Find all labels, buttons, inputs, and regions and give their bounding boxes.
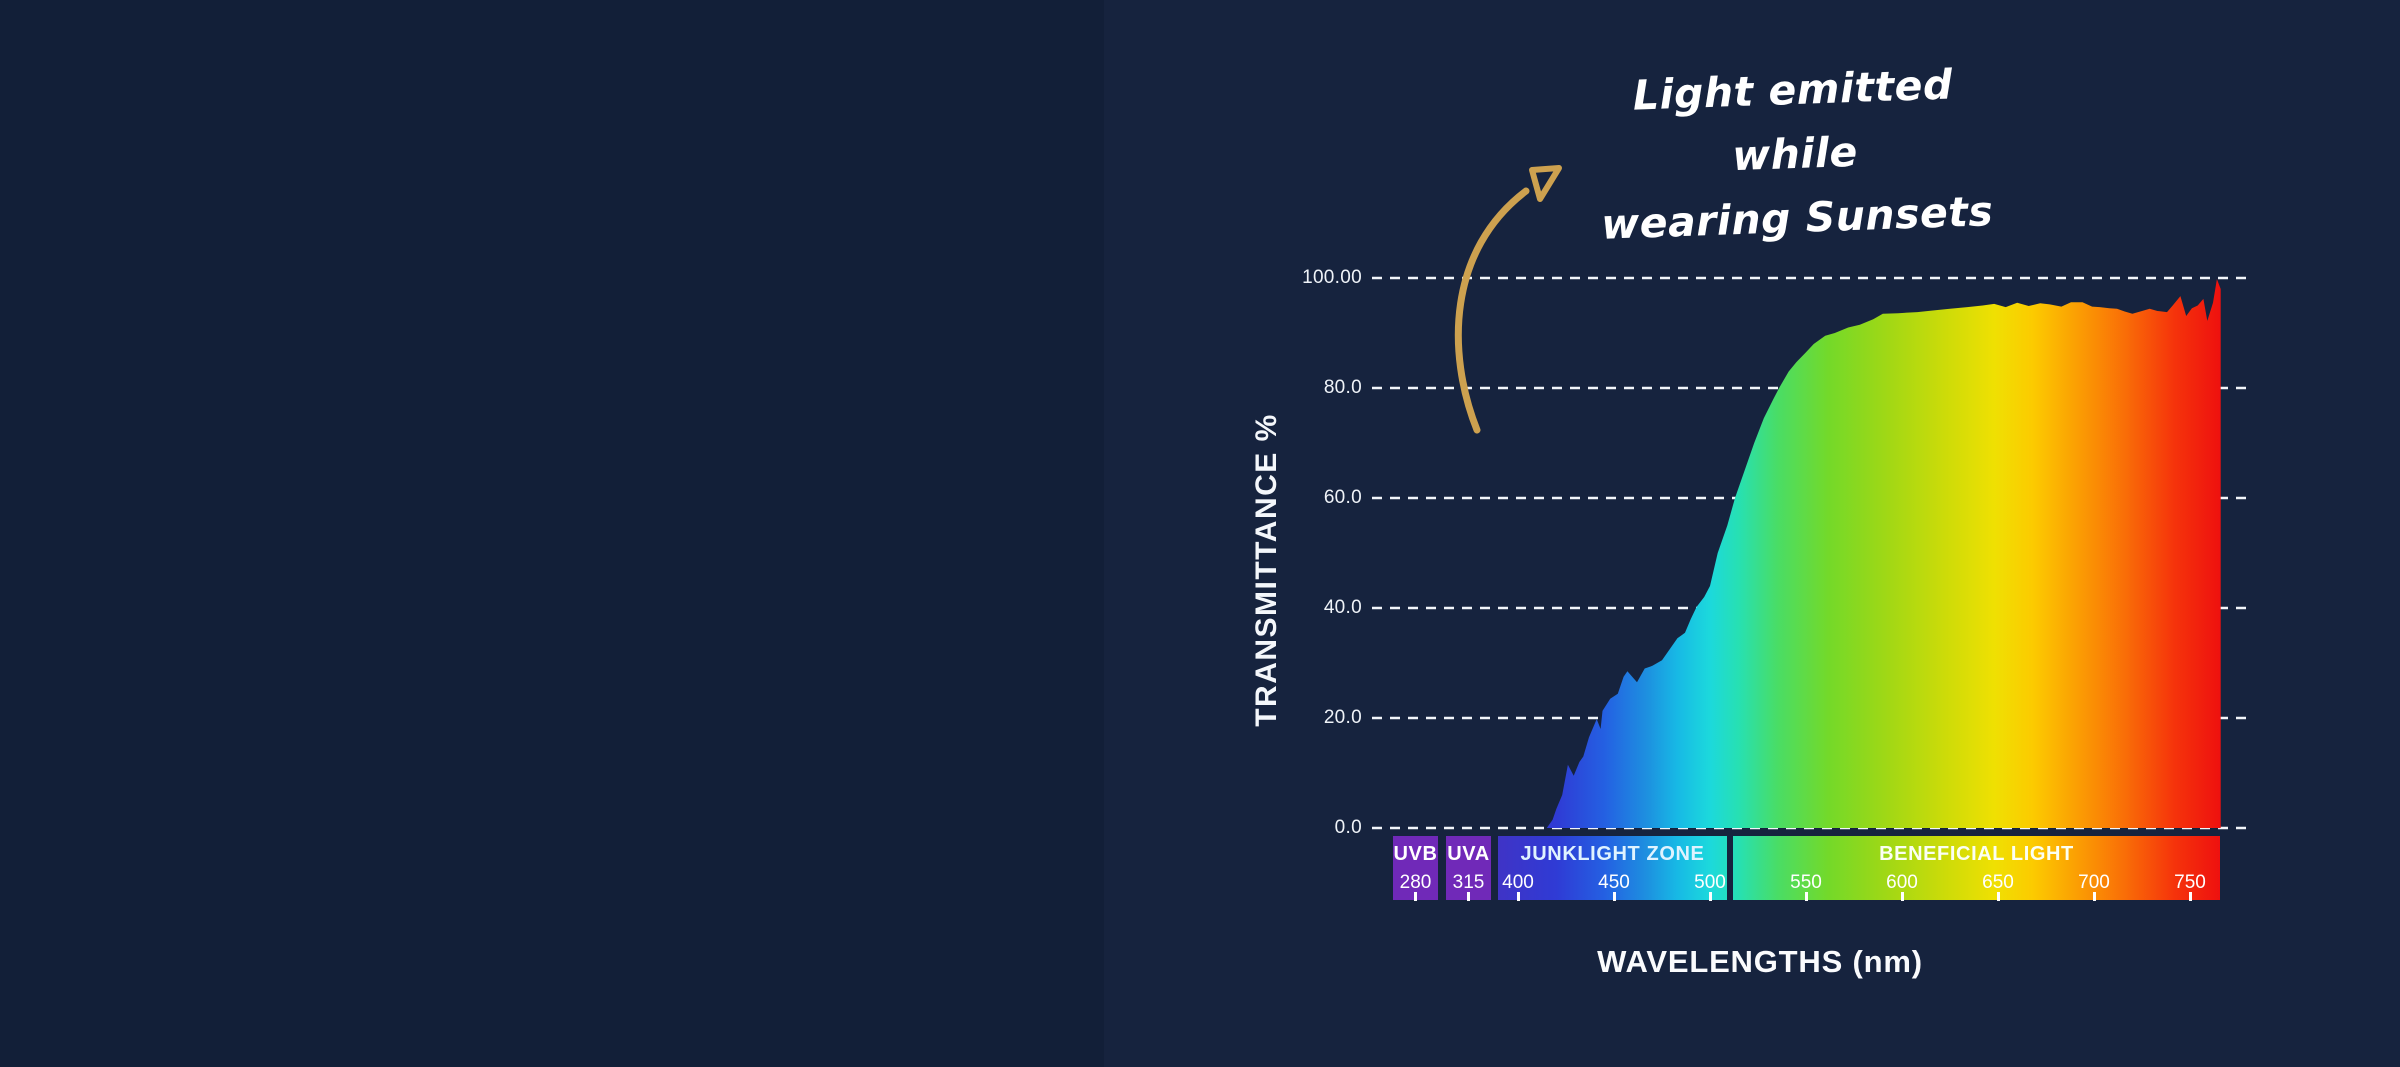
transmittance-area [1546, 279, 2221, 829]
zone-beneficial-tick-label-750: 750 [2174, 872, 2206, 893]
y-tick-label-40: 40.0 [1323, 597, 1362, 618]
handwritten-annotation: Light emitted while wearing Sunsets [1567, 50, 2023, 258]
zone-uvb-tick-label-280: 280 [1399, 872, 1432, 893]
zone-beneficial-tick-label-550: 550 [1790, 872, 1822, 893]
y-tick-label-80: 80.0 [1323, 377, 1362, 398]
zone-beneficial-tick-label-700: 700 [2078, 872, 2110, 893]
zone-uvb-tick-280 [1414, 892, 1417, 901]
zone-beneficial-tick-600 [1900, 892, 1904, 901]
zone-junklight-tick-400 [1516, 892, 1520, 901]
zone-uva-label: UVA [1447, 843, 1490, 865]
y-tick-label-0: 0.0 [1334, 817, 1362, 838]
zone-beneficial-tick-label-600: 600 [1886, 872, 1918, 893]
zone-beneficial-label: BENEFICIAL LIGHT [1879, 843, 2074, 865]
annotation-line-1: Light emitted while [1632, 60, 1954, 181]
zone-beneficial-tick-550 [1804, 892, 1808, 901]
zone-beneficial: BENEFICIAL LIGHT 550 600 650 700 750 [1733, 836, 2220, 901]
zone-junklight-tick-label-450: 450 [1598, 872, 1630, 893]
x-axis-title: WAVELENGTHS (nm) [1597, 944, 1923, 979]
zone-beneficial-tick-650 [1996, 892, 2000, 901]
zone-beneficial-tick-750 [2188, 892, 2192, 901]
zone-uva-tick-315 [1467, 892, 1470, 901]
zone-uvb-label: UVB [1393, 843, 1438, 865]
zone-beneficial-tick-label-650: 650 [1982, 872, 2014, 893]
curved-arrow [1454, 187, 1530, 434]
arrowhead-icon [1529, 165, 1562, 202]
zone-uvb: UVB 280 [1393, 836, 1438, 901]
zone-junklight-tick-label-400: 400 [1502, 872, 1534, 893]
y-tick-label-60: 60.0 [1323, 487, 1362, 508]
y-tick-label-100: 100.00 [1302, 267, 1362, 288]
zone-junklight-tick-label-500: 500 [1694, 872, 1726, 893]
zone-beneficial-tick-700 [2092, 892, 2096, 901]
y-tick-label-20: 20.0 [1323, 707, 1362, 728]
zone-uva: UVA 315 [1446, 836, 1491, 901]
zone-junklight-tick-450 [1612, 892, 1616, 901]
zone-junklight-tick-500 [1708, 892, 1712, 901]
zone-junklight: JUNKLIGHT ZONE 400 450 500 [1498, 836, 1727, 901]
zone-junklight-label: JUNKLIGHT ZONE [1520, 843, 1705, 865]
zone-uva-tick-label-315: 315 [1452, 872, 1485, 893]
